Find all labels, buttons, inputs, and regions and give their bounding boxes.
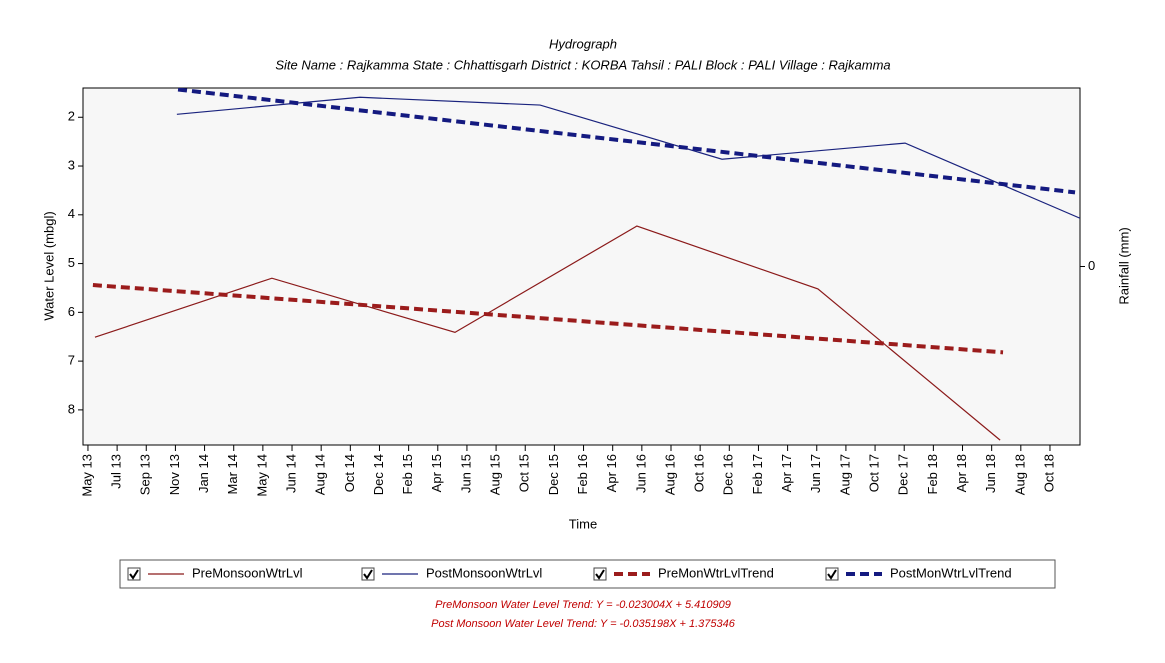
- legend-label: PostMonsoonWtrLvl: [426, 565, 542, 580]
- legend: [119, 559, 1056, 589]
- x-tick-label: Dec 17: [896, 454, 911, 495]
- x-tick-label: Apr 18: [954, 454, 969, 492]
- x-tick-label: Jun 15: [458, 454, 473, 493]
- plot-lines: [92, 88, 1080, 441]
- x-tick-label: Oct 15: [517, 454, 532, 492]
- x-tick-label: Oct 17: [866, 454, 881, 492]
- y2-tick-label: 0: [1088, 258, 1095, 273]
- y-tick-label: 4: [68, 206, 75, 221]
- x-tick-label: Sep 13: [138, 454, 153, 495]
- x-tick-label: Dec 14: [371, 454, 386, 495]
- trend-note: PreMonsoon Water Level Trend: Y = -0.023…: [435, 599, 731, 611]
- x-tick-label: Jun 17: [808, 454, 823, 493]
- x-tick-label: Apr 15: [429, 454, 444, 492]
- y-tick-label: 3: [68, 157, 75, 172]
- x-tick-label: Nov 13: [167, 454, 182, 495]
- x-tick-label: Oct 14: [342, 454, 357, 492]
- x-tick-label: Apr 17: [779, 454, 794, 492]
- legend-check: [363, 569, 373, 580]
- x-tick-label: Feb 18: [925, 454, 940, 494]
- x-tick-label: Feb 16: [575, 454, 590, 494]
- legend-label: PreMonsoonWtrLvl: [192, 565, 303, 580]
- y-tick-label: 5: [68, 255, 75, 270]
- legend-check: [129, 569, 139, 580]
- x-tick-label: Jun 18: [983, 454, 998, 493]
- x-tick-label: Oct 16: [692, 454, 707, 492]
- series-line: [92, 283, 1004, 355]
- x-tick-label: Jul 13: [109, 454, 124, 489]
- y2-axis-label: Rainfall (mm): [1116, 227, 1131, 304]
- x-axis-label: Time: [569, 516, 597, 531]
- x-tick-label: Feb 15: [400, 454, 415, 494]
- y-tick-label: 7: [68, 353, 75, 368]
- x-tick-label: Feb 17: [750, 454, 765, 494]
- x-tick-label: Aug 14: [313, 454, 328, 495]
- y-tick-label: 2: [68, 109, 75, 124]
- chart-title: Hydrograph: [549, 36, 617, 51]
- x-tick-label: Aug 16: [662, 454, 677, 495]
- x-tick-label: Oct 18: [1041, 454, 1056, 492]
- x-tick-label: Aug 17: [837, 454, 852, 495]
- y-tick-label: 8: [68, 401, 75, 416]
- chart-subtitle: Site Name : Rajkamma State : Chhattisgar…: [275, 57, 890, 72]
- x-tick-label: Jan 14: [196, 454, 211, 493]
- x-tick-label: Mar 14: [225, 454, 240, 494]
- legend-label: PreMonWtrLvlTrend: [658, 565, 774, 580]
- legend-check: [827, 569, 837, 580]
- series-line: [94, 225, 1001, 441]
- x-tick-label: Apr 16: [604, 454, 619, 492]
- x-tick-label: May 13: [79, 454, 94, 497]
- trend-note: Post Monsoon Water Level Trend: Y = -0.0…: [431, 618, 736, 630]
- y-axis-label: Water Level (mbgl): [41, 211, 56, 320]
- x-tick-label: Aug 15: [488, 454, 503, 495]
- series-line: [177, 88, 1076, 195]
- x-tick-label: Dec 15: [546, 454, 561, 495]
- x-tick-label: May 14: [254, 454, 269, 497]
- x-tick-label: Aug 18: [1012, 454, 1027, 495]
- y-tick-label: 6: [68, 304, 75, 319]
- plot-area: [82, 87, 1081, 446]
- x-tick-label: Jun 16: [633, 454, 648, 493]
- series-line: [176, 96, 1080, 219]
- x-tick-label: Dec 16: [721, 454, 736, 495]
- legend-label: PostMonWtrLvlTrend: [890, 565, 1012, 580]
- x-tick-label: Jun 14: [283, 454, 298, 493]
- legend-check: [595, 569, 605, 580]
